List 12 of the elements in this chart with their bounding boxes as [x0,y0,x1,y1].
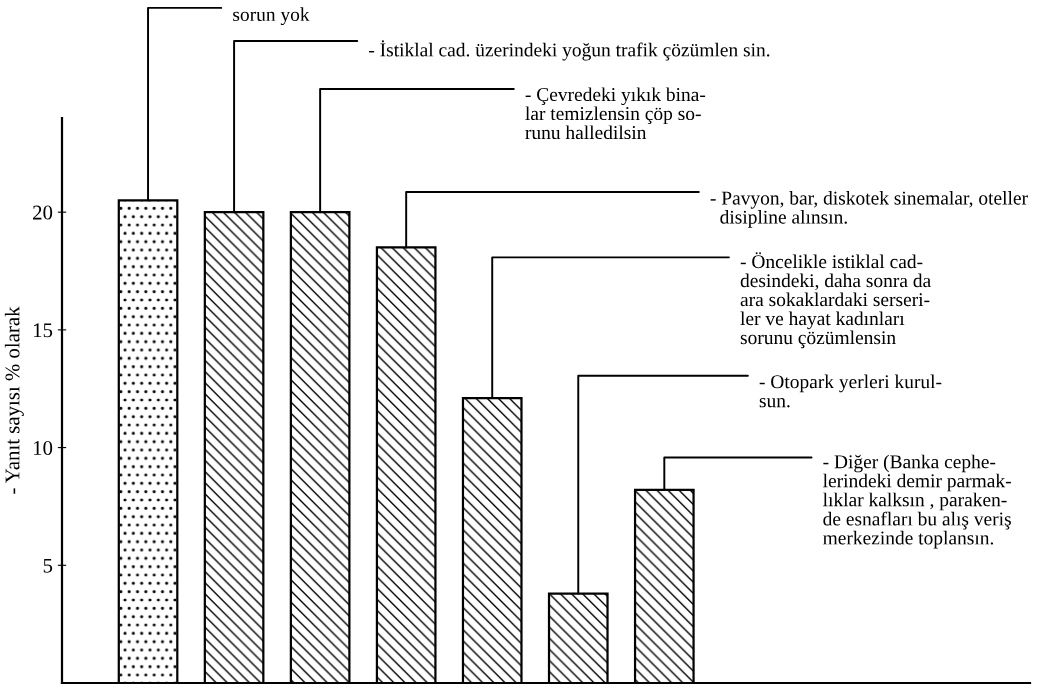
text: - Öncelikle istiklal cad- desindeki, daha sonra da ara sokaklardaki serseri- ler ve hayat kadınları sorunu çözümlensin [740,252,931,349]
y-tick-label: 5 [43,558,53,573]
text: - İstiklal cad. üzerindeki yoğun trafik çözümlen sin. [369,40,770,61]
y-tick-label: 20 [33,205,53,220]
annotation: - Çevredeki yıkık bina- lar temizlensin çöp so- runu halledilsin [525,87,706,140]
y-axis-title: - Yanıt sayısı % olarak [4,306,24,494]
text: - Pavyon, bar, diskotek sinemalar, oteller disipline alınsın. [710,190,1028,228]
text: - Diğer (Banka cephe- lerindeki demir parmak- lıklar kalksın , paraken- de esnafları bu alış veriş merkezinde toplansın. [823,454,1011,549]
text: - Otopark yerleri kurul- sun. [759,374,942,408]
text: sorun yok [233,7,310,26]
y-tick-label: 15 [33,323,53,338]
y-tick-label: 10 [33,440,53,456]
